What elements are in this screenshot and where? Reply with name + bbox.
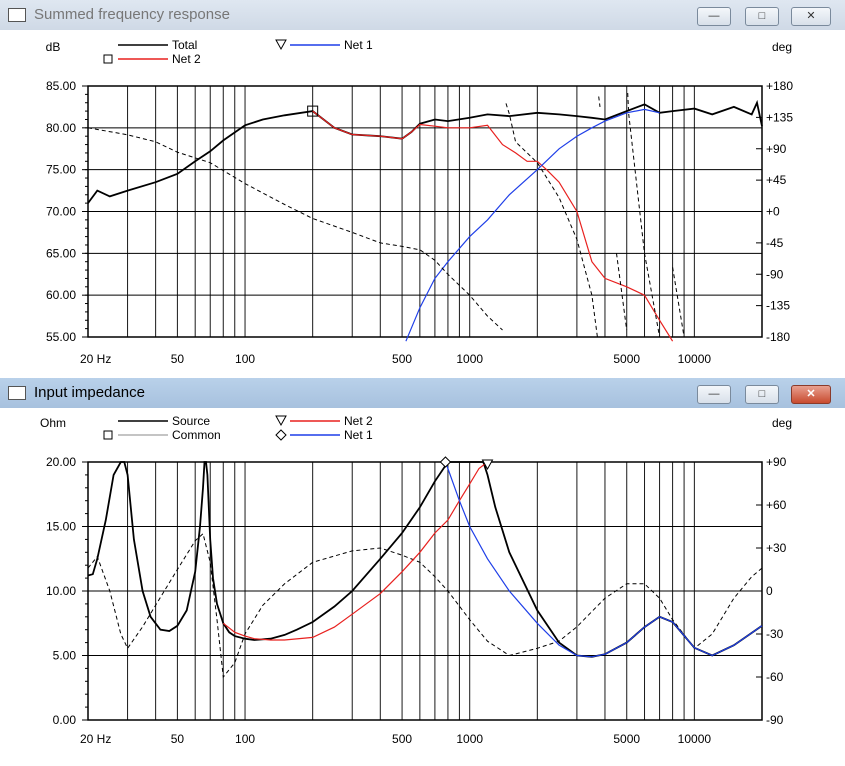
series-line-net-2 [222,461,488,641]
y-tick-label-right: -180 [766,330,790,344]
legend-label-net1: Net 1 [344,38,373,52]
series-line-net-2 [312,110,674,342]
title-bar[interactable]: Input impedance — □ ✕ [0,378,845,408]
input-impedance-chart: 0.00 5.00 10.00 15.00 20.00 +90 +60 +30 0 -30 -60 -… [40,414,792,746]
legend-marker-triangle [275,39,287,51]
x-tick-label: 10000 [678,352,712,366]
maximize-button[interactable]: □ [745,7,779,26]
y-tick-label-left: 60.00 [46,288,76,302]
y-tick-label-right: -60 [766,670,784,684]
maximize-button[interactable]: □ [745,385,779,404]
y-axis-label-right: deg [772,416,792,430]
frequency-response-chart: 55.00 60.00 65.00 70.00 75.00 80.00 85.00 +180 +… [46,38,794,366]
x-tick-label: 5000 [613,352,640,366]
y-tick-label-left: 0.00 [53,713,77,727]
y-tick-label-left: 75.00 [46,163,76,177]
y-tick-label-left: 15.00 [46,520,76,534]
y-tick-label-right: 0 [766,584,773,598]
legend-marker-diamond [275,429,287,441]
y-axis-label-left: dB [46,40,61,54]
x-tick-label: 5000 [613,732,640,746]
x-tick-label: 100 [235,732,255,746]
x-tick-label: 500 [392,732,412,746]
y-tick-label-right: +45 [766,173,787,187]
legend-label-common: Common [172,428,221,442]
y-tick-label-left: 80.00 [46,121,76,135]
y-tick-label-right: -90 [766,267,784,281]
y-tick-label-left: 20.00 [46,455,76,469]
legend-label-total: Total [172,38,197,52]
series-line-common [87,532,763,679]
net2-marker [307,105,319,117]
chart-window-icon [8,8,26,22]
x-tick-label: 50 [171,732,185,746]
minimize-button[interactable]: — [697,7,731,26]
series-line-net-1 [444,461,763,658]
y-tick-label-right: +135 [766,110,793,124]
y-tick-label-right: +60 [766,498,787,512]
y-axis-label-right: deg [772,40,792,54]
series-line-net-1 [405,108,660,342]
x-tick-label: 100 [235,352,255,366]
y-tick-label-left: 10.00 [46,584,76,598]
y-tick-label-left: 5.00 [53,649,77,663]
net1-marker [439,456,452,468]
y-tick-label-right: -90 [766,713,784,727]
x-tick-label: 1000 [456,732,483,746]
y-tick-label-right: -135 [766,299,790,313]
y-tick-label-left: 70.00 [46,205,76,219]
y-tick-label-right: +30 [766,541,787,555]
y-tick-label-right: +180 [766,79,793,93]
legend-label-net2: Net 2 [172,52,201,66]
x-tick-label: 50 [171,352,185,366]
y-tick-label-left: 85.00 [46,79,76,93]
close-button[interactable]: ✕ [791,385,831,404]
x-tick-label: 10000 [678,732,712,746]
net2-marker [481,459,494,471]
x-tick-label: 500 [392,352,412,366]
legend-label-net2: Net 2 [344,414,373,428]
y-tick-label-right: -45 [766,236,784,250]
y-tick-label-right: -30 [766,627,784,641]
legend-marker-triangle [275,415,287,427]
input-impedance-window: Input impedance — □ ✕ 0.00 5.00 10.00 15.00… [0,378,845,766]
legend-label-net1: Net 1 [344,428,373,442]
legend-label-source: Source [172,414,210,428]
summed-frequency-response-window: Summed frequency response — □ ✕ 55.00 60.… [0,0,845,376]
y-tick-label-right: +90 [766,142,787,156]
y-tick-label-left: 65.00 [46,246,76,260]
y-tick-label-right: +0 [766,205,780,219]
legend-marker-square [103,430,113,440]
y-tick-label-left: 55.00 [46,330,76,344]
y-tick-label-right: +90 [766,455,787,469]
x-tick-label: 20 Hz [80,732,111,746]
close-button[interactable]: ✕ [791,7,831,26]
x-tick-label: 1000 [456,352,483,366]
x-tick-label: 20 Hz [80,352,111,366]
window-title: Summed frequency response [34,6,230,23]
window-title: Input impedance [34,384,145,401]
legend-marker-square [103,54,113,64]
y-axis-label-left: Ohm [40,416,66,430]
chart-window-icon [8,386,26,400]
series-line-total [87,99,763,204]
title-bar[interactable]: Summed frequency response — □ ✕ [0,0,845,30]
minimize-button[interactable]: — [697,385,731,404]
